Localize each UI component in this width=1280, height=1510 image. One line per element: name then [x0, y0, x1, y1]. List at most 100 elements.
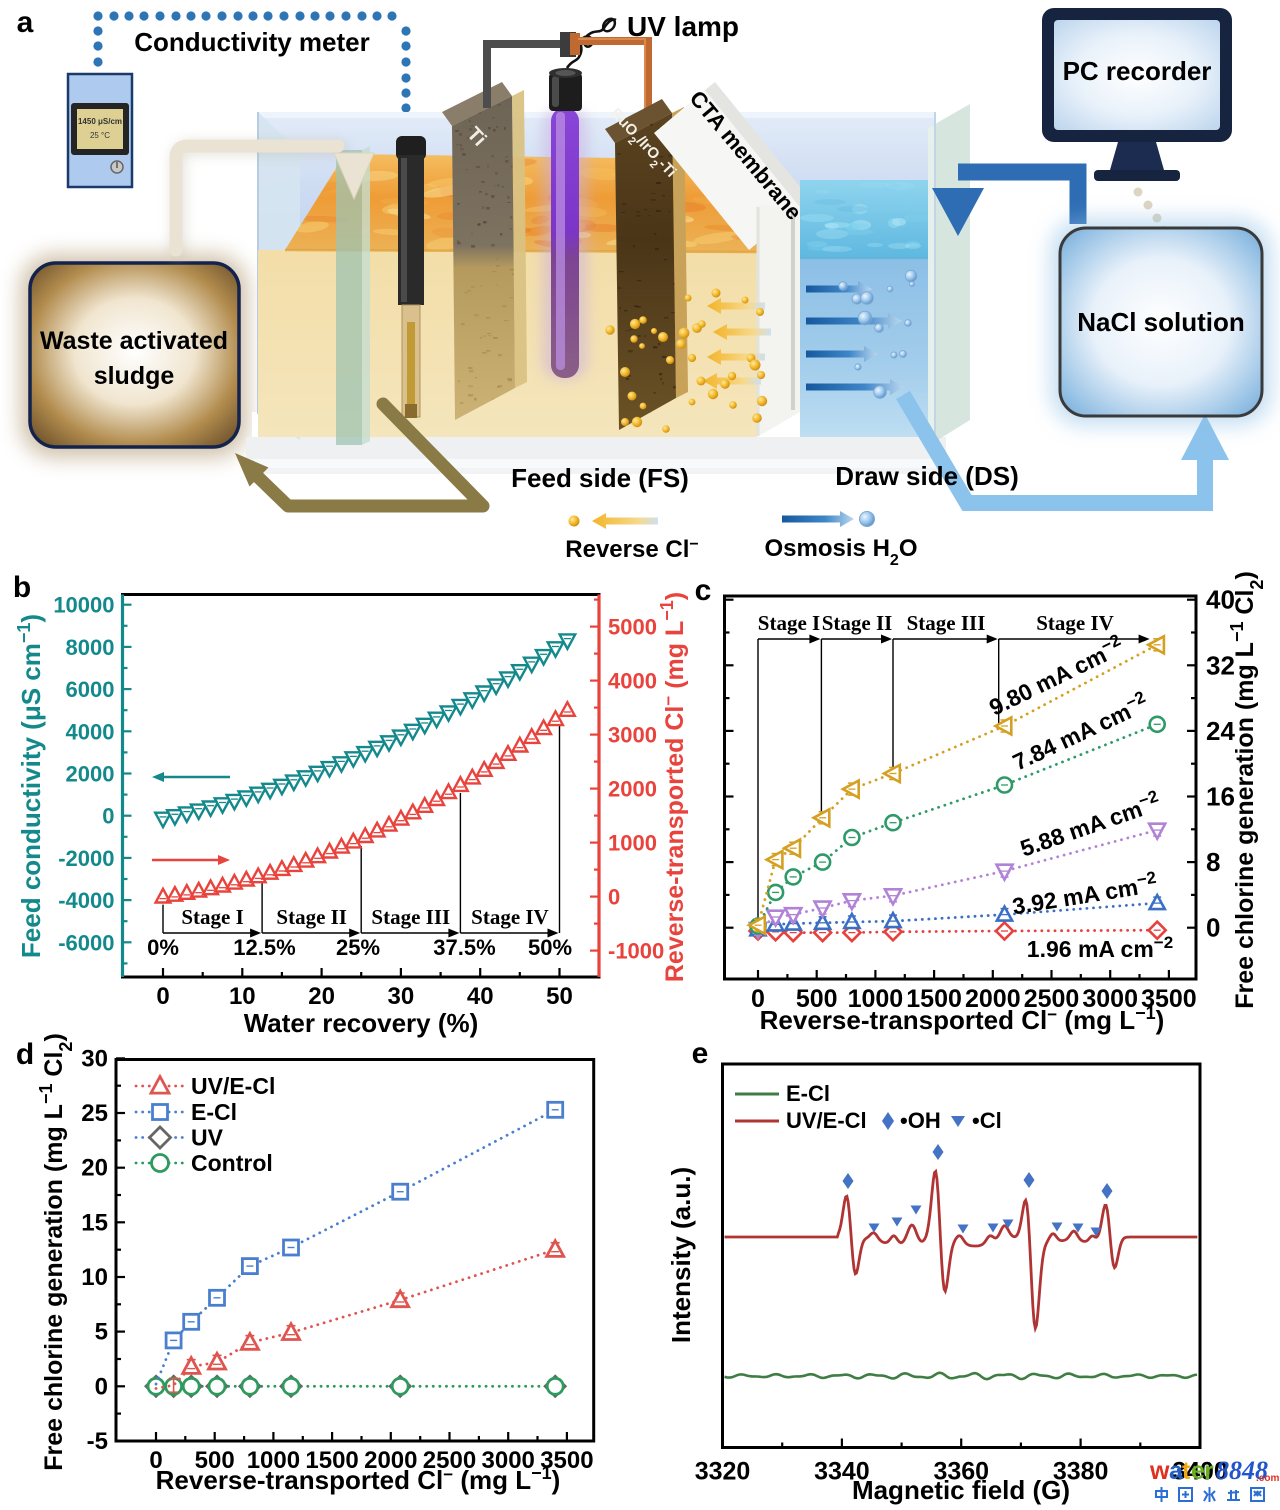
svg-text:16: 16: [1206, 782, 1235, 812]
svg-text:37.5%: 37.5%: [433, 935, 495, 960]
svg-text:Reverse-transported Cl− (mg L: Reverse-transported Cl− (mg L−1): [760, 1003, 1165, 1035]
svg-text:Reverse-transported Cl− (mg L−: Reverse-transported Cl− (mg L−1): [156, 1463, 561, 1495]
svg-text:a: a: [17, 6, 34, 39]
svg-text:Feed side (FS): Feed side (FS): [511, 463, 689, 493]
svg-text:8000: 8000: [66, 635, 115, 660]
svg-text:sludge: sludge: [94, 362, 175, 390]
svg-text:UV lamp: UV lamp: [627, 11, 739, 42]
svg-text:Stage III: Stage III: [371, 905, 450, 929]
svg-text:2000: 2000: [965, 985, 1021, 1013]
svg-text:PC recorder: PC recorder: [1063, 56, 1212, 86]
svg-text:-6000: -6000: [58, 930, 114, 955]
svg-text:E-Cl: E-Cl: [191, 1099, 237, 1125]
svg-text:Feed conductivity (μS cm−1): Feed conductivity (μS cm−1): [14, 614, 46, 958]
svg-text:Reverse Cl−: Reverse Cl−: [565, 536, 698, 564]
svg-text:20: 20: [308, 983, 335, 1010]
svg-text:40: 40: [1206, 585, 1235, 615]
svg-text:.com: .com: [1256, 1473, 1279, 1484]
svg-text:3320: 3320: [695, 1458, 751, 1486]
svg-text:Intensity (a.u.): Intensity (a.u.): [666, 1167, 696, 1343]
svg-text:5: 5: [95, 1319, 108, 1346]
svg-text:3340: 3340: [814, 1458, 870, 1486]
svg-text:3000: 3000: [482, 1447, 535, 1474]
svg-text:15: 15: [81, 1209, 108, 1236]
svg-text:10000: 10000: [53, 593, 114, 618]
svg-text:Waste activated: Waste activated: [40, 327, 228, 355]
svg-text:•OH: •OH: [900, 1108, 941, 1133]
svg-text:2000: 2000: [608, 777, 657, 802]
svg-text:40: 40: [467, 983, 494, 1010]
svg-text:25 °C: 25 °C: [90, 131, 110, 140]
svg-text:3400: 3400: [1172, 1458, 1228, 1486]
svg-text:500: 500: [796, 985, 838, 1013]
svg-text:Reverse-transported Cl− (mg L−: Reverse-transported Cl− (mg L−1): [657, 592, 689, 982]
svg-text:Stage III: Stage III: [907, 611, 986, 635]
svg-text:b: b: [13, 571, 31, 604]
svg-text:-5: -5: [87, 1428, 108, 1455]
svg-text:-4000: -4000: [58, 888, 114, 913]
svg-text:r: r: [1204, 1457, 1214, 1485]
svg-text:Control: Control: [191, 1150, 273, 1176]
svg-text:Stage I: Stage I: [758, 611, 820, 635]
svg-text:12.5%: 12.5%: [233, 935, 295, 960]
svg-text:-2000: -2000: [58, 846, 114, 871]
svg-text:25%: 25%: [336, 935, 380, 960]
svg-text:3000: 3000: [1082, 985, 1138, 1013]
svg-text:10: 10: [81, 1264, 108, 1291]
svg-text:1000: 1000: [247, 1447, 300, 1474]
svg-text:c: c: [695, 574, 712, 607]
svg-text:50: 50: [546, 983, 573, 1010]
svg-text:UV/E-Cl: UV/E-Cl: [191, 1073, 275, 1099]
svg-text:e: e: [692, 1037, 709, 1070]
svg-text:Conductivity meter: Conductivity meter: [134, 27, 370, 57]
svg-text:Stage IV: Stage IV: [1036, 611, 1114, 635]
svg-text:3380: 3380: [1053, 1458, 1109, 1486]
svg-text:Stage IV: Stage IV: [471, 905, 549, 929]
svg-text:1.96 mA cm−2: 1.96 mA cm−2: [1027, 933, 1173, 963]
svg-text:UV: UV: [191, 1125, 224, 1151]
svg-text:0%: 0%: [147, 935, 179, 960]
svg-text:Draw side (DS): Draw side (DS): [835, 461, 1019, 491]
svg-text:1500: 1500: [305, 1447, 358, 1474]
svg-text:4000: 4000: [66, 719, 115, 744]
svg-text:NaCl solution: NaCl solution: [1077, 307, 1245, 337]
svg-text:3000: 3000: [608, 723, 657, 748]
svg-text:UV/E-Cl: UV/E-Cl: [786, 1108, 867, 1133]
svg-text:Stage I: Stage I: [181, 905, 243, 929]
svg-text:d: d: [16, 1038, 34, 1071]
svg-text:Magnetic field (G): Magnetic field (G): [852, 1475, 1070, 1505]
svg-text:Stage II: Stage II: [822, 611, 893, 635]
svg-text:20: 20: [81, 1155, 108, 1182]
svg-text:3500: 3500: [540, 1447, 593, 1474]
svg-text:1000: 1000: [848, 985, 904, 1013]
svg-text:5000: 5000: [608, 615, 657, 640]
svg-text:50%: 50%: [528, 935, 572, 960]
svg-text:2000: 2000: [66, 762, 115, 787]
svg-text:e: e: [1191, 1457, 1205, 1485]
svg-text:8: 8: [1206, 847, 1220, 877]
svg-text:w: w: [1149, 1457, 1170, 1485]
svg-text:1500: 1500: [906, 985, 962, 1013]
svg-text:0: 0: [751, 985, 765, 1013]
svg-text:Water recovery (%): Water recovery (%): [244, 1008, 479, 1038]
svg-text:0: 0: [608, 885, 620, 910]
svg-text:0: 0: [1206, 913, 1220, 943]
svg-text:2500: 2500: [423, 1447, 476, 1474]
svg-text:1000: 1000: [608, 831, 657, 856]
svg-text:0: 0: [95, 1373, 108, 1400]
svg-text:4000: 4000: [608, 669, 657, 694]
svg-text:8848: 8848: [1216, 1456, 1268, 1485]
svg-text:a: a: [1169, 1457, 1184, 1485]
svg-text:30: 30: [388, 983, 415, 1010]
svg-text:E-Cl: E-Cl: [786, 1081, 830, 1106]
svg-text:2000: 2000: [364, 1447, 417, 1474]
svg-text:3500: 3500: [1141, 985, 1197, 1013]
svg-text:•Cl: •Cl: [972, 1108, 1002, 1133]
svg-text:0: 0: [149, 1447, 162, 1474]
svg-text:1450 μS/cm: 1450 μS/cm: [78, 117, 122, 126]
svg-text:30: 30: [81, 1045, 108, 1072]
svg-text:24: 24: [1206, 716, 1235, 746]
svg-text:6000: 6000: [66, 677, 115, 702]
svg-text:500: 500: [195, 1447, 235, 1474]
svg-text:25: 25: [81, 1100, 108, 1127]
